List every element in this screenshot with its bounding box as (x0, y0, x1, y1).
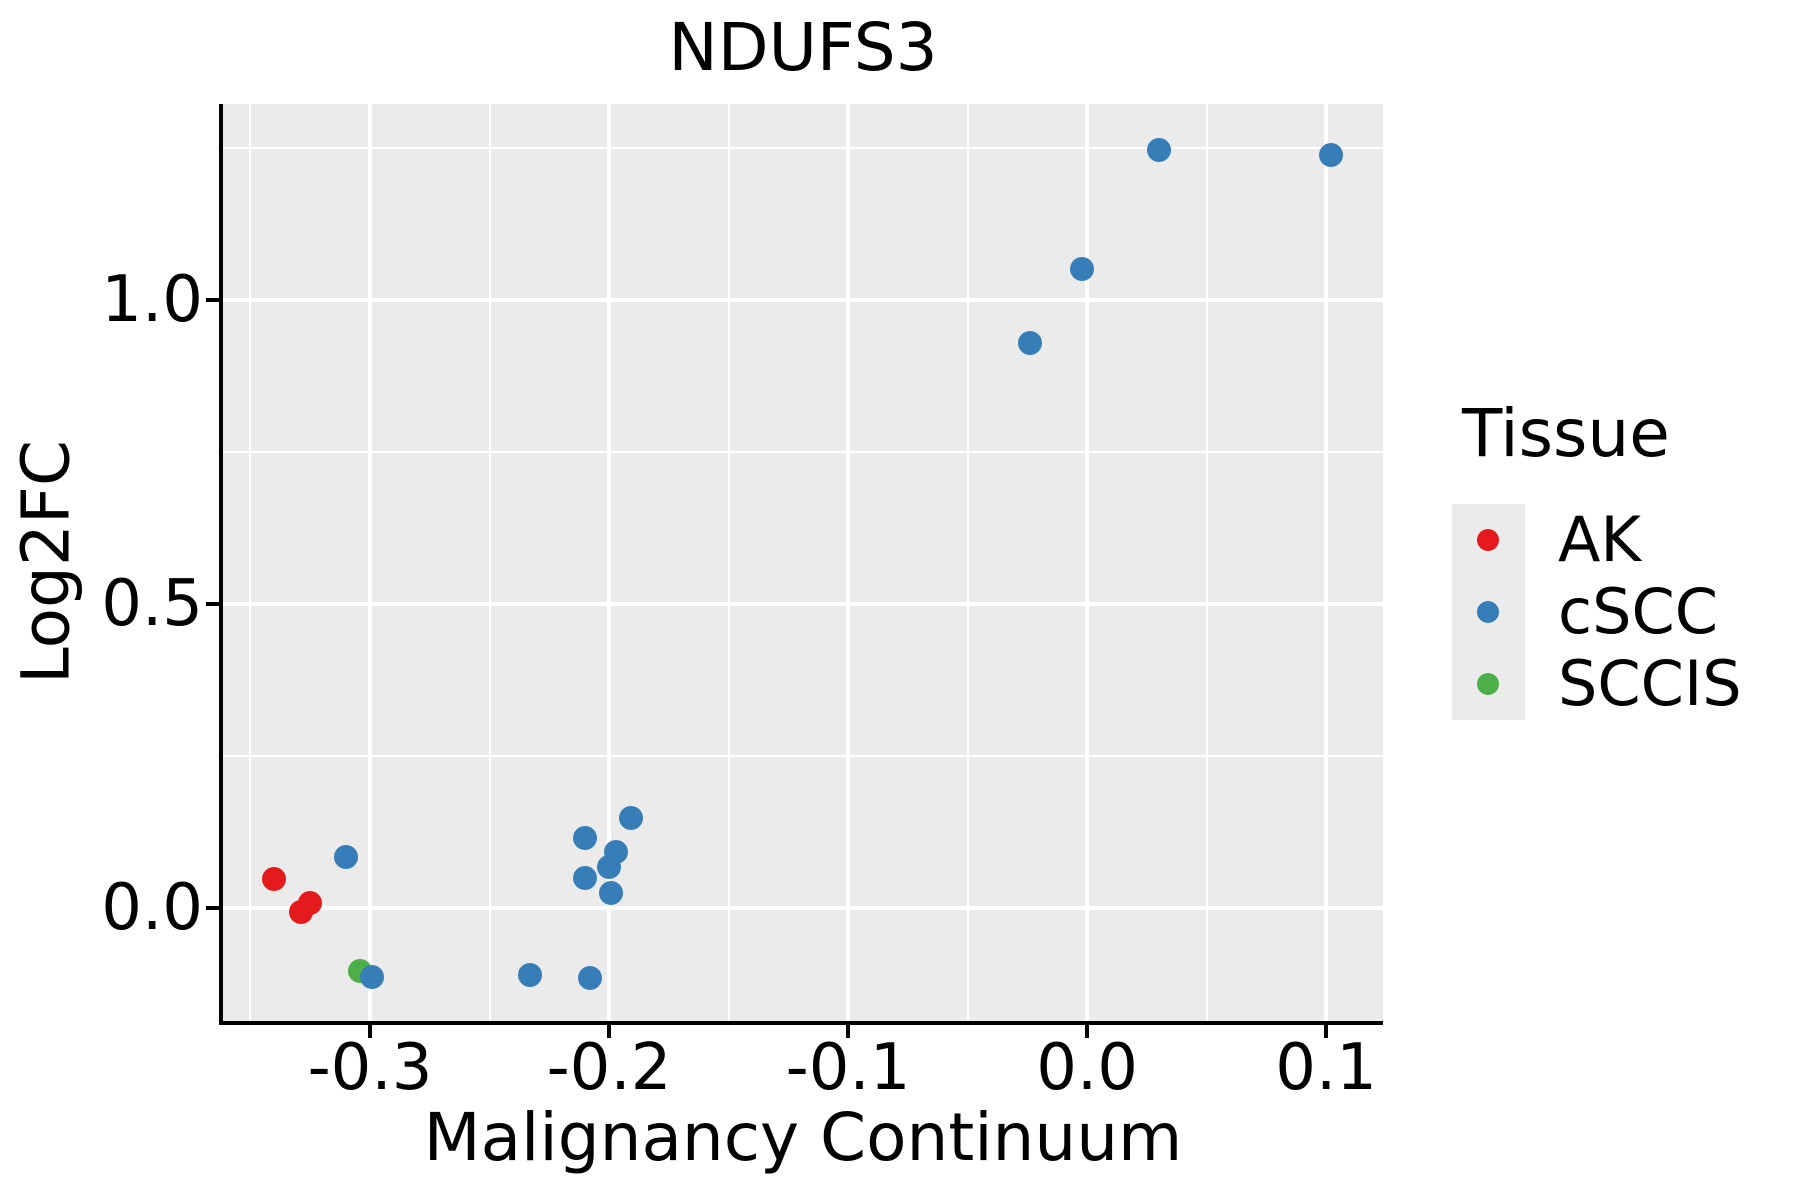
x-tick-mark (1085, 1025, 1090, 1038)
minor-gridline-vertical (488, 104, 491, 1021)
y-tick-mark (206, 297, 219, 302)
x-axis-title: Malignancy Continuum (423, 1099, 1183, 1176)
data-point-cscc (573, 825, 598, 850)
x-tick-mark (368, 1025, 372, 1038)
major-gridline-vertical (1324, 104, 1329, 1021)
legend-title: Tissue (1462, 395, 1670, 472)
data-point-cscc (1318, 143, 1343, 168)
major-gridline-vertical (846, 104, 851, 1021)
x-tick-mark (846, 1025, 851, 1038)
y-tick-mark (206, 601, 219, 606)
data-point-cscc (573, 866, 598, 891)
x-tick-label: 0.1 (1275, 1031, 1377, 1105)
x-tick-mark (1324, 1025, 1329, 1038)
y-tick-label: 0.5 (101, 566, 203, 641)
minor-gridline-horizontal (223, 146, 1383, 149)
x-tick-mark (607, 1025, 612, 1038)
minor-gridline-horizontal (223, 754, 1383, 757)
data-point-cscc (1070, 256, 1095, 281)
legend-dot-sccis-icon (1477, 673, 1499, 695)
data-point-cscc (618, 805, 643, 830)
x-tick-label: 0.0 (1036, 1031, 1138, 1105)
data-point-cscc (1146, 137, 1171, 162)
y-tick-label: 0.0 (101, 870, 203, 945)
data-point-cscc (1017, 330, 1042, 355)
legend-dot-ak-icon (1477, 529, 1499, 551)
y-tick-mark (206, 905, 219, 910)
major-gridline-vertical (607, 104, 612, 1021)
major-gridline-horizontal (223, 601, 1383, 606)
legend-dot-cscc-icon (1477, 601, 1499, 623)
x-axis-line (219, 1021, 1383, 1025)
data-point-cscc (577, 966, 602, 991)
minor-gridline-vertical (966, 104, 969, 1021)
x-tick-label: -0.2 (546, 1031, 672, 1105)
legend-label-sccis: SCCIS (1558, 647, 1742, 720)
x-tick-label: -0.3 (307, 1031, 433, 1105)
x-tick-label: -0.1 (785, 1031, 911, 1105)
data-point-cscc (360, 964, 385, 989)
legend-label-ak: AK (1558, 503, 1642, 576)
y-axis-line (219, 104, 223, 1025)
major-gridline-vertical (1085, 104, 1090, 1021)
major-gridline-horizontal (223, 905, 1383, 910)
data-point-cscc (518, 963, 543, 988)
minor-gridline-vertical (249, 104, 252, 1021)
minor-gridline-horizontal (223, 450, 1383, 453)
major-gridline-horizontal (223, 297, 1383, 302)
data-point-cscc (599, 880, 624, 905)
major-gridline-vertical (368, 104, 372, 1021)
y-axis-title: Log2FC (7, 440, 85, 684)
y-tick-label: 1.0 (101, 262, 203, 337)
data-point-ak (298, 891, 323, 916)
minor-gridline-vertical (727, 104, 730, 1021)
data-point-ak (262, 866, 287, 891)
minor-gridline-vertical (1205, 104, 1208, 1021)
legend-label-cscc: cSCC (1558, 575, 1719, 648)
plot-title: NDUFS3 (668, 9, 938, 86)
plot-panel (223, 104, 1383, 1021)
data-point-cscc (334, 844, 359, 869)
data-point-cscc (597, 854, 622, 879)
